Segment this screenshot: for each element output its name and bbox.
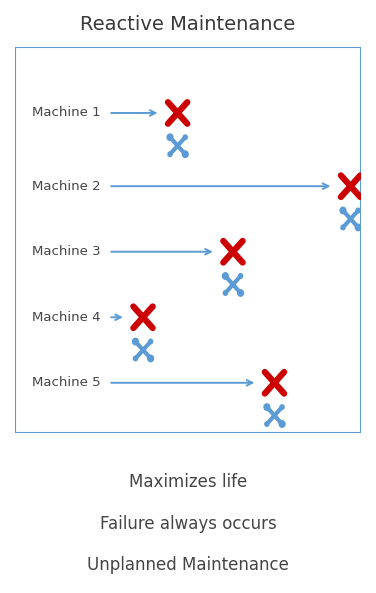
- Circle shape: [265, 422, 269, 426]
- Text: Machine 1: Machine 1: [32, 107, 101, 119]
- Circle shape: [182, 151, 188, 157]
- Text: Machine 3: Machine 3: [32, 246, 101, 258]
- Text: Failure always occurs: Failure always occurs: [100, 515, 276, 533]
- Circle shape: [238, 290, 244, 296]
- Text: Machine 5: Machine 5: [32, 377, 101, 389]
- Circle shape: [133, 356, 138, 361]
- Circle shape: [148, 355, 153, 362]
- Text: Machine 4: Machine 4: [32, 311, 101, 324]
- Text: Unplanned Maintenance: Unplanned Maintenance: [87, 556, 289, 574]
- Text: Reactive Maintenance: Reactive Maintenance: [80, 15, 296, 34]
- Circle shape: [355, 224, 361, 231]
- Circle shape: [340, 208, 346, 213]
- Circle shape: [167, 134, 173, 141]
- Circle shape: [183, 135, 187, 139]
- Text: Maximizes life: Maximizes life: [129, 473, 247, 491]
- Circle shape: [149, 339, 153, 344]
- Circle shape: [132, 339, 138, 345]
- Circle shape: [356, 208, 360, 213]
- Circle shape: [341, 225, 345, 229]
- Circle shape: [223, 273, 228, 279]
- Circle shape: [280, 405, 284, 409]
- Circle shape: [168, 152, 172, 157]
- Circle shape: [264, 404, 270, 410]
- Circle shape: [223, 291, 227, 295]
- FancyBboxPatch shape: [15, 47, 361, 433]
- Circle shape: [279, 421, 285, 427]
- Circle shape: [238, 274, 243, 278]
- Text: Machine 2: Machine 2: [32, 180, 101, 193]
